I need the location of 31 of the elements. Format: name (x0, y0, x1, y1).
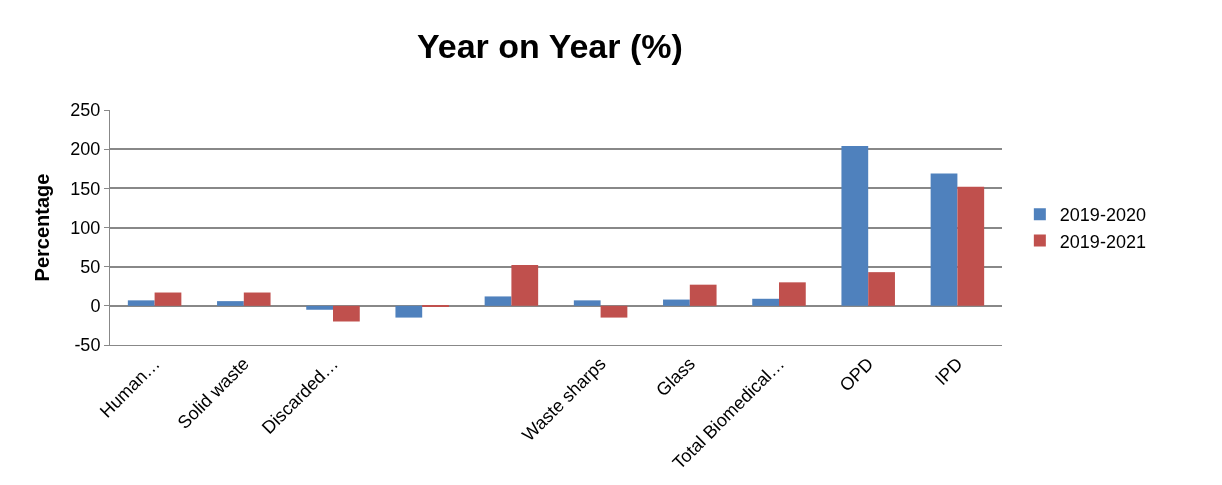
bar (154, 292, 182, 306)
bar (484, 296, 512, 306)
bar (127, 300, 155, 306)
bar (868, 272, 895, 306)
y-axis-title: Percentage (30, 173, 53, 282)
bar (395, 305, 423, 318)
y-tick-label: 250 (70, 100, 101, 121)
y-tick-label: -50 (74, 335, 101, 356)
bar (841, 146, 869, 306)
bar (600, 305, 628, 318)
bar (243, 292, 271, 306)
bar (663, 299, 690, 306)
y-tick-label: 100 (70, 217, 101, 238)
legend-label: 2019-2020 (1059, 205, 1146, 226)
bar (689, 284, 717, 306)
bar (779, 282, 806, 306)
bar (957, 186, 985, 306)
legend-label: 2019-2021 (1059, 231, 1146, 252)
y-tick-label: 0 (90, 296, 101, 317)
bar (217, 301, 244, 306)
y-tick-label: 50 (80, 256, 101, 277)
bar (306, 305, 333, 310)
y-tick-label: 200 (70, 139, 101, 160)
bar (333, 305, 360, 322)
bar (752, 298, 779, 306)
y-tick-label: 150 (70, 178, 101, 199)
bar (573, 300, 601, 306)
chart-title: Year on Year (%) (416, 26, 683, 65)
bar (511, 265, 539, 306)
bar (930, 173, 958, 306)
x-tick-label: IPD (931, 353, 967, 390)
